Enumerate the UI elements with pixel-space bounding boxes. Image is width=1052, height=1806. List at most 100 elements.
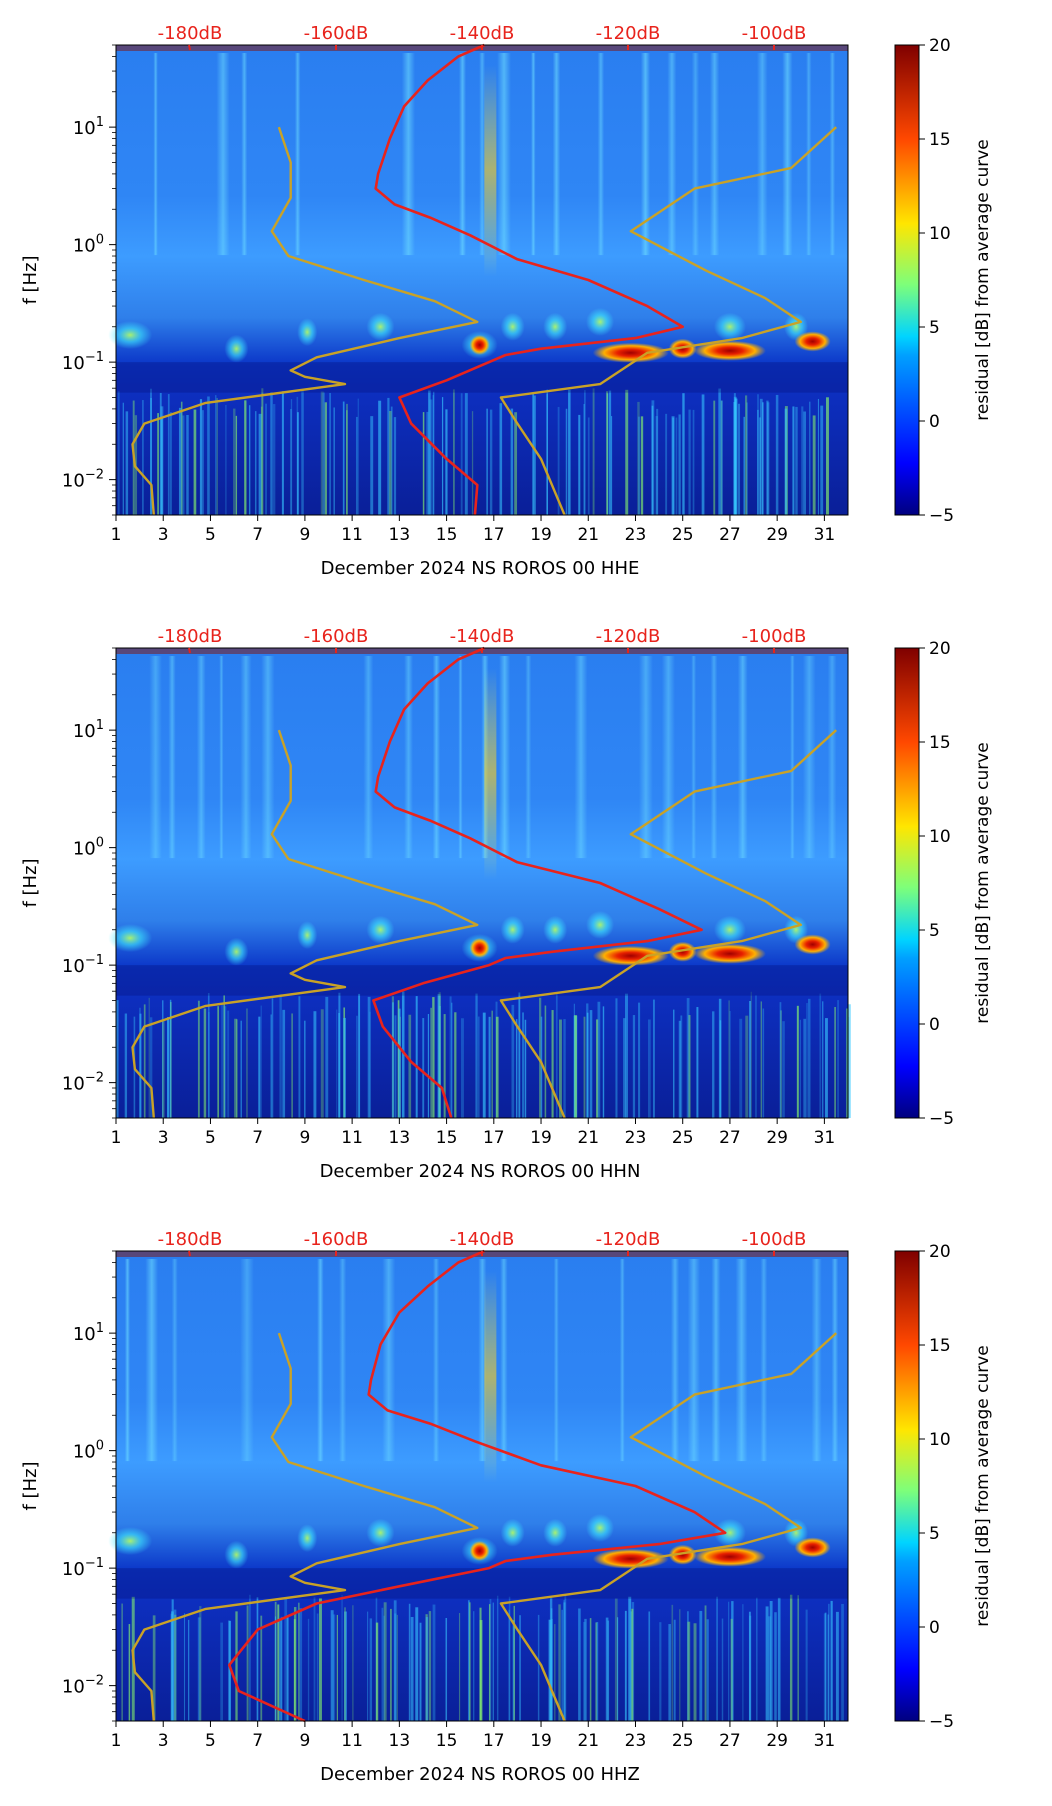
- y-tick-label: 100: [73, 233, 104, 257]
- texture-streak: [584, 1618, 587, 1721]
- texture-streak: [475, 993, 478, 1118]
- series-layer: [131, 646, 838, 1119]
- texture-streak: [835, 1611, 839, 1721]
- texture-streak: [518, 992, 521, 1118]
- texture-streak: [415, 1607, 419, 1721]
- texture-streak: [432, 395, 434, 515]
- texture-streak: [389, 1608, 392, 1721]
- texture-streak: [721, 1618, 724, 1721]
- texture-streak: [563, 1602, 566, 1721]
- texture-streak: [369, 1618, 373, 1721]
- texture-streak: [688, 1015, 691, 1118]
- colorbar-ticks: 20 15 10 5 0 −5: [919, 36, 954, 526]
- texture-streak: [632, 1015, 636, 1118]
- top-db-label: -180dB: [158, 626, 223, 647]
- x-tick-label: 15: [436, 525, 458, 545]
- colorbar-tick-label: −5: [929, 1712, 954, 1732]
- texture-streak: [150, 388, 152, 515]
- x-tick-label: 25: [672, 1731, 694, 1751]
- texture-streak: [346, 410, 348, 515]
- texture-stripe: [458, 656, 463, 859]
- texture-streak: [739, 1018, 743, 1118]
- texture-streak: [461, 1018, 464, 1118]
- texture-hotspot: [469, 937, 490, 958]
- y-axis: 10−2 10−1 100 101: [62, 1250, 116, 1722]
- y-tick-label: 100: [73, 1439, 104, 1463]
- texture-streak: [389, 410, 392, 515]
- x-tick-label: 9: [299, 525, 310, 545]
- texture-streak: [171, 1611, 174, 1721]
- x-tick-label: 25: [672, 1128, 694, 1148]
- texture-hotspot: [693, 340, 766, 361]
- texture-stripe: [829, 53, 836, 256]
- texture-streak: [280, 1616, 283, 1721]
- texture-streak: [765, 1606, 769, 1721]
- texture-streak: [648, 1019, 651, 1118]
- x-tick-label: 9: [299, 1128, 310, 1148]
- texture-streak: [513, 1605, 515, 1721]
- texture-stripe: [168, 656, 176, 859]
- texture-blob: [366, 915, 395, 944]
- texture-streak: [304, 1020, 306, 1118]
- texture-stripe: [638, 656, 653, 859]
- texture-streak: [333, 407, 335, 515]
- texture-streak: [578, 414, 581, 515]
- colorbar-label: residual [dB] from average curve: [973, 1345, 993, 1626]
- texture-band: [116, 1568, 848, 1599]
- texture-streak: [256, 1597, 259, 1721]
- texture-streak: [390, 406, 393, 515]
- texture-streak: [830, 1600, 833, 1721]
- texture-streak: [233, 408, 236, 515]
- texture-streak: [428, 1611, 432, 1721]
- texture-streak: [554, 1624, 556, 1721]
- texture-stripe: [478, 1259, 487, 1462]
- texture-blob: [713, 312, 746, 341]
- texture-streak: [589, 1618, 592, 1721]
- texture-streak: [607, 1620, 610, 1721]
- texture-streak: [355, 416, 358, 515]
- texture-streak: [675, 417, 678, 515]
- x-tick-label: 7: [252, 525, 263, 545]
- texture-streak: [563, 1019, 566, 1118]
- texture-streak: [199, 1606, 202, 1721]
- texture-streak: [796, 1005, 799, 1118]
- texture-stripe: [531, 53, 536, 256]
- texture-streak: [659, 1622, 662, 1721]
- top-db-label: -180dB: [158, 1229, 223, 1250]
- panel-hhz: 1 3 5 7 9 11 13 15 17 19 21 23 25 27 29 31 10−210−11001…: [20, 1229, 993, 1785]
- y-tick-label: 101: [73, 1321, 104, 1345]
- colorbar-label: residual [dB] from average curve: [973, 139, 993, 420]
- texture-streak: [561, 1609, 563, 1721]
- texture-streak: [162, 1000, 164, 1118]
- texture-streak: [631, 1608, 634, 1721]
- texture-streak: [121, 1603, 123, 1721]
- texture-streak: [180, 401, 183, 515]
- texture-streak: [453, 389, 455, 515]
- texture-streak: [150, 397, 152, 515]
- texture-streak: [282, 1009, 286, 1118]
- colorbar-tick-label: 15: [929, 130, 951, 150]
- texture-hotspot: [794, 331, 831, 352]
- texture-streak: [586, 1012, 589, 1118]
- texture-streak: [508, 1596, 511, 1721]
- texture-streak: [544, 1005, 547, 1118]
- texture-streak: [524, 1019, 527, 1118]
- top-db-label: -120dB: [596, 626, 661, 647]
- x-tick-label: 13: [389, 1731, 411, 1751]
- texture-streak: [514, 412, 518, 515]
- texture-stripe: [261, 656, 275, 859]
- average-curve-line: [228, 1249, 727, 1723]
- colorbar-tick-label: 5: [929, 318, 940, 338]
- texture-streak: [515, 1019, 518, 1118]
- texture-streak: [199, 399, 203, 515]
- texture-streak: [624, 1610, 627, 1721]
- texture-streak: [336, 1009, 338, 1118]
- texture-streak: [623, 1018, 626, 1118]
- texture-streak: [733, 396, 737, 515]
- texture-stripe: [124, 1259, 131, 1462]
- texture-stripe: [241, 53, 248, 256]
- texture-streak: [244, 400, 247, 515]
- texture-streak: [767, 1616, 771, 1721]
- colorbar-tick-label: −5: [929, 506, 954, 526]
- x-axis: 1 3 5 7 9 11 13 15 17 19 21 23 25 27 29 31: [111, 1721, 835, 1751]
